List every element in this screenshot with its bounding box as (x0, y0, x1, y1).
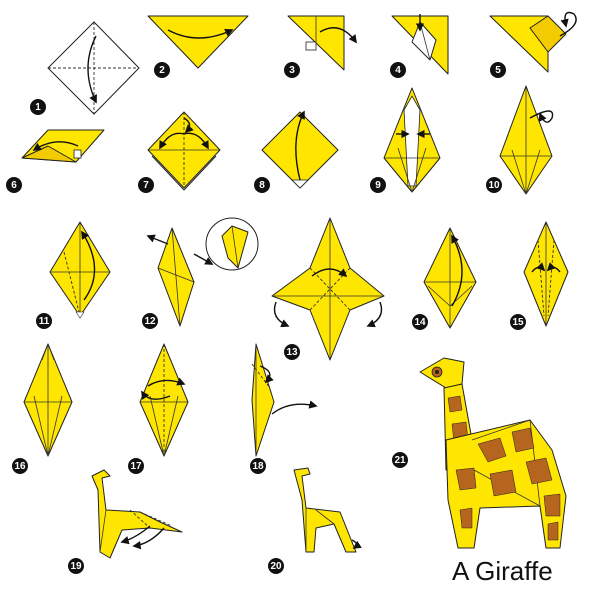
step-19-figure (91, 469, 183, 559)
step-number-label: 2 (159, 65, 165, 76)
step-18-figure (251, 343, 318, 457)
step-badge-18: 18 (250, 458, 266, 474)
step-number-label: 1 (35, 102, 41, 113)
step-number-label: 9 (375, 180, 381, 191)
step-4-figure (391, 14, 449, 75)
step-number-label: 19 (70, 561, 82, 572)
step-number-label: 7 (143, 180, 149, 191)
step-number-label: 6 (11, 180, 17, 191)
step-16-figure (23, 343, 73, 457)
step-20-figure (293, 467, 362, 553)
step-badge-9: 9 (370, 177, 386, 193)
step-badge-15: 15 (510, 314, 526, 330)
step-number-label: 17 (130, 461, 142, 472)
step-badge-16: 16 (12, 458, 28, 474)
diagram-title: A Giraffe (452, 556, 553, 586)
step-10-figure (499, 85, 554, 195)
step-badge-2: 2 (154, 62, 170, 78)
step-1-figure (47, 21, 140, 115)
step-6-figure (21, 129, 105, 163)
step-7-figure (147, 111, 221, 191)
step-number-label: 11 (39, 316, 50, 327)
step-number-label: 20 (270, 561, 282, 572)
step-badge-12: 12 (142, 313, 158, 329)
step-number-label: 16 (14, 461, 26, 472)
step-11-figure (49, 221, 111, 319)
step-number-label: 14 (414, 317, 426, 328)
step-12-figure (146, 217, 259, 327)
step-number-label: 18 (252, 461, 264, 472)
step-number-label: 3 (289, 65, 295, 76)
step-badge-13: 13 (284, 344, 300, 360)
step-badge-17: 17 (128, 458, 144, 474)
step-number-label: 15 (512, 317, 524, 328)
step-8-figure (261, 110, 339, 189)
step-badge-21: 21 (392, 452, 408, 468)
step-badge-11: 11 (36, 313, 52, 329)
step-3-figure (287, 15, 357, 71)
step-2-figure (147, 15, 249, 69)
step-number-label: 21 (394, 455, 406, 466)
giraffe-finished-figure (419, 357, 567, 549)
step-13-figure (271, 217, 385, 361)
step-badge-19: 19 (68, 558, 84, 574)
step-badge-14: 14 (412, 314, 428, 330)
step-number-label: 13 (286, 347, 298, 358)
step-badge-4: 4 (390, 62, 406, 78)
step-number-label: 10 (488, 180, 500, 191)
step-badge-10: 10 (486, 177, 502, 193)
step-5-figure (489, 11, 577, 73)
step-badge-7: 7 (138, 177, 154, 193)
step-number-label: 12 (144, 316, 156, 327)
step-badge-20: 20 (268, 558, 284, 574)
step-badge-8: 8 (254, 177, 270, 193)
step-number-label: 5 (495, 65, 501, 76)
step-15-figure (523, 221, 569, 327)
step-9-figure (383, 87, 441, 193)
step-badge-6: 6 (6, 177, 22, 193)
step-number-label: 4 (395, 65, 401, 76)
step-17-figure (139, 343, 189, 457)
step-badge-1: 1 (30, 99, 46, 115)
step-number-label: 8 (259, 180, 265, 191)
step-badge-5: 5 (490, 62, 506, 78)
step-14-figure (423, 227, 477, 329)
step-badge-3: 3 (284, 62, 300, 78)
